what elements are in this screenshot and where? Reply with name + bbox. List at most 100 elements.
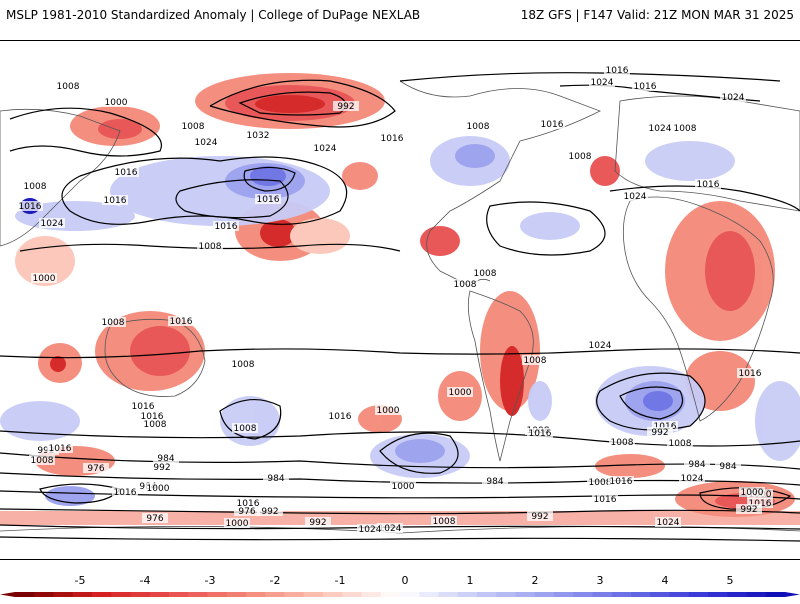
contour-label-bg <box>100 317 126 327</box>
anomaly-australia-core <box>130 326 190 376</box>
contour-label: 1000 <box>226 519 249 529</box>
colorbar-swatch <box>130 592 151 597</box>
asia-west-outline <box>0 108 121 247</box>
contour-label: 1000 <box>105 98 128 108</box>
contour-label: 976 <box>238 507 255 517</box>
isobar-line <box>209 79 396 128</box>
contour-label: 1016 <box>104 196 127 206</box>
anomaly-south-indian-west <box>0 401 80 441</box>
contour-label: 1008 <box>24 182 47 192</box>
contour-label: 1016 <box>739 369 762 379</box>
colorbar-swatch <box>708 592 728 597</box>
contour-label-bg <box>379 133 405 143</box>
colorbar-swatch <box>361 592 382 597</box>
colorbar-swatch <box>265 592 285 597</box>
colorbar-swatch <box>226 592 247 597</box>
contour-label: 992 <box>740 505 757 515</box>
anomaly-southern-ocean-2 <box>595 454 665 478</box>
contour-label: 1016 <box>529 429 552 439</box>
header-bar: MSLP 1981-2010 Standardized Anomaly | Co… <box>0 0 800 30</box>
anomaly-south-atlantic-core <box>395 439 445 463</box>
colorbar-swatch <box>438 592 459 597</box>
contour-label-bg <box>17 201 43 211</box>
colorbar-swatch <box>72 592 93 597</box>
anomaly-andes-low <box>500 346 524 416</box>
contour-label: 1008 <box>674 124 697 134</box>
contour-label-bg <box>149 462 175 472</box>
contour-label-bg <box>587 340 613 350</box>
colorbar-swatch <box>631 592 651 597</box>
contour-label: 1024 <box>649 124 672 134</box>
colorbar-tick-label: 3 <box>597 574 604 587</box>
colorbar-swatch <box>592 592 613 597</box>
contour-label-bg <box>465 121 491 131</box>
colorbar-swatch <box>15 592 35 597</box>
contour-label-bg <box>604 65 630 75</box>
contour-label-bg <box>235 498 261 508</box>
contour-label: 1008 <box>474 269 497 279</box>
contour-label-bg <box>197 241 223 251</box>
colorbar-swatch <box>477 592 497 597</box>
isobar-line <box>596 372 706 431</box>
anomaly-west-pacific-core <box>98 119 142 139</box>
north-america-outline <box>399 80 601 287</box>
colorbar-min-arrow <box>0 592 15 597</box>
isobar-line <box>0 348 800 359</box>
contour-label: 1008 <box>467 122 490 132</box>
contour-label-bg <box>527 511 553 521</box>
contour-label-bg <box>83 463 109 473</box>
contour-label: 1016 <box>215 222 238 232</box>
colorbar-swatch <box>727 592 747 597</box>
contour-label: 1008 <box>57 82 80 92</box>
contour-label-bg <box>632 81 658 91</box>
contour-label: 1016 <box>697 180 720 190</box>
colorbar-tick-label: 4 <box>662 574 669 587</box>
colorbar-tick-label: -4 <box>140 574 151 587</box>
contour-label-bg <box>193 137 219 147</box>
contour-label-layer: 1016 1008 1000 1024 992 1016 1024 1016 1008 1016 1… <box>17 65 773 535</box>
contour-label: 1008 <box>182 122 205 132</box>
colorbar-swatch <box>534 592 555 597</box>
colorbar-swatch <box>207 592 228 597</box>
isobar-line <box>175 179 289 219</box>
contour-label: 1008 <box>31 456 54 466</box>
contour-label: 1024 <box>314 144 337 154</box>
contour-label: 1008 <box>669 439 692 449</box>
isobar-line <box>0 536 800 542</box>
contour-label-bg <box>482 476 508 486</box>
contour-label-bg <box>377 523 403 533</box>
anomaly-map: 1016 1008 1000 1024 992 1016 1024 1016 1008 1016 1… <box>0 41 800 559</box>
contour-label-bg <box>102 195 128 205</box>
anomaly-argentina <box>528 381 552 421</box>
isobar-line <box>399 72 781 82</box>
contour-label: 1024 <box>722 93 745 103</box>
colorbar-swatch <box>573 592 593 597</box>
contour-label: 1000 <box>741 488 764 498</box>
contour-label-bg <box>333 101 359 111</box>
colorbar-swatch <box>169 592 189 597</box>
contour-label: 1016 <box>634 82 657 92</box>
contour-label-bg <box>263 473 289 483</box>
colorbar-swatch <box>188 592 208 597</box>
contour-label: 1024 <box>591 78 614 88</box>
anomaly-indian-ocean-east-core <box>50 356 66 372</box>
colorbar-tick-label: -2 <box>270 574 281 587</box>
contour-label-bg <box>684 459 710 469</box>
eurasia-east-outline <box>614 95 800 212</box>
colorbar-swatch <box>419 592 439 597</box>
contour-label-bg <box>139 411 165 421</box>
colorbar-tick-labels: -5 -4 -3 -2 -1 0 1 2 3 4 5 <box>75 574 734 587</box>
contour-label-bg <box>255 194 281 204</box>
contour-label-bg <box>589 77 615 87</box>
anomaly-gulf <box>420 226 460 256</box>
contour-label-bg <box>142 513 168 523</box>
contour-label: 992 <box>37 446 54 456</box>
contour-label: 1000 <box>392 482 415 492</box>
contour-label-bg <box>695 179 721 189</box>
colorbar-tick-label: 2 <box>532 574 539 587</box>
contour-label: 984 <box>719 462 736 472</box>
contour-label-bg <box>145 483 171 493</box>
contour-label-bg <box>305 517 331 527</box>
isobar-line <box>9 107 162 157</box>
colorbar-swatch <box>92 592 112 597</box>
